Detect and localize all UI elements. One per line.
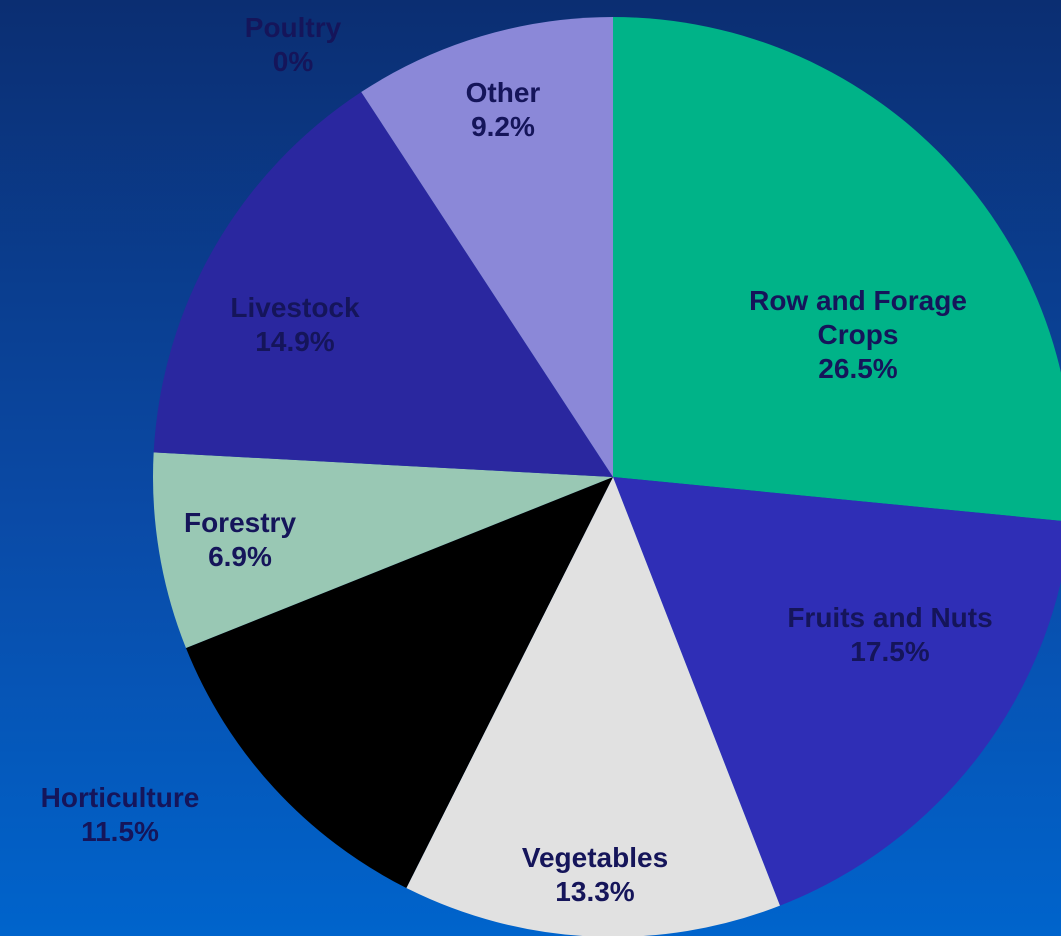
slice-label: Livestock 14.9%: [185, 291, 405, 359]
category-label: Livestock: [230, 292, 360, 323]
pie-slice: [613, 477, 1061, 906]
pie-slice: [185, 477, 614, 888]
value-label: 13.3%: [555, 876, 635, 907]
value-label: 9.2%: [471, 111, 535, 142]
category-label: Poultry: [244, 12, 342, 43]
value-label: 17.5%: [850, 636, 930, 667]
category-label: Other: [465, 77, 541, 108]
category-label: Fruits and Nuts: [787, 602, 993, 633]
slice-label: Poultry 0%: [193, 11, 393, 79]
slice-label: Fruits and Nuts 17.5%: [730, 601, 1050, 669]
category-label: Forestry: [183, 507, 297, 538]
value-label: 0%: [272, 46, 314, 77]
value-label: 11.5%: [81, 816, 159, 847]
value-label: 14.9%: [255, 326, 335, 357]
value-label: 26.5%: [818, 353, 898, 384]
slice-label: Row and Forage Crops 26.5%: [738, 284, 978, 386]
pie-slice: [152, 452, 613, 649]
value-label: 6.9%: [208, 541, 272, 572]
category-label: Horticulture: [40, 782, 200, 813]
slice-label: Vegetables 13.3%: [465, 841, 725, 909]
slice-label: Other 9.2%: [413, 76, 593, 144]
pie-slice: [613, 17, 1061, 521]
pie-slice: [406, 477, 780, 936]
slice-label: Forestry 6.9%: [140, 506, 340, 574]
category-label: Row and Forage Crops: [749, 285, 967, 350]
slice-label: Horticulture 11.5%: [0, 781, 240, 849]
category-label: Vegetables: [521, 842, 669, 873]
pie-slice: [361, 17, 613, 477]
pie-slice: [153, 92, 613, 478]
